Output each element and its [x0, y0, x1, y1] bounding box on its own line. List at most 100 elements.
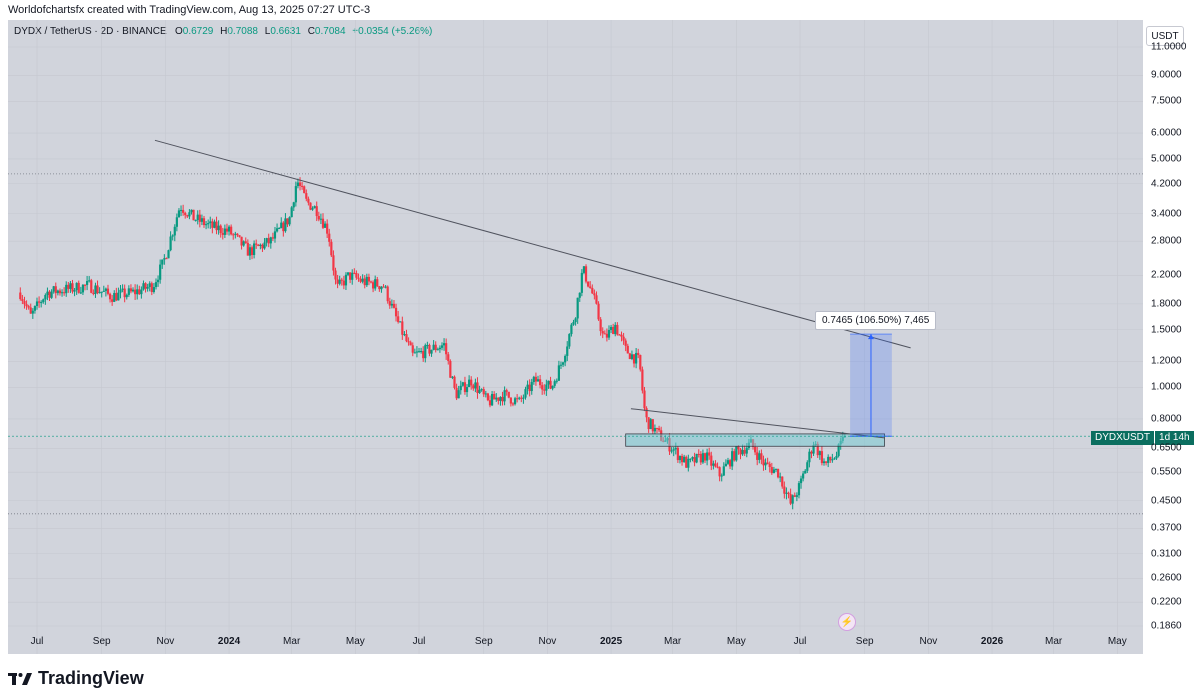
candle-body — [104, 288, 107, 291]
candle-body — [388, 301, 391, 306]
candle-body — [186, 215, 189, 217]
currency-button[interactable]: USDT — [1146, 26, 1184, 46]
candle-body — [96, 285, 99, 293]
candle-body — [351, 272, 354, 280]
candle-body — [46, 291, 49, 296]
candle-body — [783, 486, 786, 494]
candle-body — [196, 214, 199, 221]
candle-body — [384, 286, 387, 288]
time-tick-label: Nov — [538, 636, 557, 647]
candle-body — [768, 463, 771, 468]
candle-body — [793, 495, 796, 497]
price-tick-label: 1.8000 — [1151, 298, 1182, 310]
price-tick-label: 3.4000 — [1151, 208, 1182, 220]
candle-body — [148, 283, 151, 288]
tradingview-brand[interactable]: TradingView — [8, 668, 144, 689]
candle-body — [60, 292, 64, 294]
candle-body — [209, 221, 212, 224]
candle-body — [557, 365, 560, 381]
price-tick-label: 0.5500 — [1151, 466, 1182, 478]
candle-body — [257, 244, 260, 246]
candle-body — [326, 223, 329, 234]
candle-body — [614, 324, 617, 335]
candle-body — [69, 283, 72, 289]
long-trendline — [154, 139, 911, 349]
candle-body — [317, 216, 320, 220]
candle-body — [812, 445, 815, 454]
candle-body — [392, 303, 396, 308]
candle-body — [745, 448, 748, 454]
candle-body — [785, 492, 788, 494]
candle-body — [79, 292, 82, 294]
candle-body — [380, 286, 383, 290]
candle-body — [676, 447, 679, 461]
candle-body — [532, 376, 535, 383]
candle-body — [88, 280, 91, 282]
candle-body — [321, 218, 325, 228]
candle-body — [674, 447, 677, 450]
candle-body — [576, 297, 579, 319]
candle-body — [215, 221, 218, 231]
candle-body — [461, 382, 464, 386]
candle-body — [344, 274, 348, 286]
candle-body — [40, 302, 43, 304]
lightning-icon[interactable]: ⚡ — [838, 613, 856, 631]
price-axis[interactable] — [1143, 20, 1200, 654]
candle-body — [127, 288, 130, 295]
candle-body — [472, 385, 475, 389]
candle-body — [290, 207, 293, 218]
candle-body — [687, 458, 690, 468]
candle-body — [21, 299, 24, 302]
candle-body — [202, 218, 206, 226]
candle-body — [764, 462, 767, 466]
candle-body — [171, 235, 174, 237]
candle-body — [131, 289, 135, 292]
candle-body — [296, 182, 300, 187]
candle-body — [762, 459, 765, 466]
candle-body — [572, 322, 575, 325]
candle-body — [29, 307, 32, 314]
candle-body — [833, 458, 836, 460]
time-tick-label: Mar — [664, 636, 682, 647]
candle-body — [726, 460, 730, 464]
price-tick-label: 0.6500 — [1151, 442, 1182, 454]
candle-body — [242, 241, 245, 246]
candle-body — [25, 304, 28, 307]
candle-body — [313, 206, 316, 209]
candle-body — [125, 294, 128, 298]
candle-body — [278, 228, 281, 230]
chart-pane[interactable] — [8, 20, 1143, 654]
candle-body — [499, 396, 502, 401]
candle-body — [52, 286, 55, 292]
candle-body — [213, 221, 216, 228]
candle-body — [198, 214, 201, 222]
candle-body — [156, 279, 160, 283]
candle-body — [818, 451, 821, 456]
candle-body — [685, 456, 688, 468]
candle-body — [480, 389, 483, 391]
candle-body — [154, 282, 158, 288]
candle-body — [357, 277, 360, 279]
candle-body — [382, 286, 385, 288]
candle-body — [376, 279, 379, 287]
candle-body — [48, 291, 51, 298]
candle-body — [184, 212, 187, 216]
candle-body — [536, 379, 540, 382]
chart-caption: Worldofchartsfx created with TradingView… — [8, 4, 371, 16]
candle-body — [332, 255, 335, 271]
candle-body — [597, 303, 600, 320]
price-tick-label: 1.0000 — [1151, 381, 1182, 393]
candle-body — [225, 228, 229, 232]
candle-body — [735, 446, 738, 461]
candle-body — [438, 347, 441, 350]
symbol-name[interactable]: DYDX / TetherUS · 2D · BINANCE — [14, 26, 167, 37]
candle-body — [724, 463, 727, 467]
candle-body — [549, 380, 552, 389]
candle-body — [315, 206, 318, 217]
candle-body — [298, 182, 302, 186]
candle-body — [442, 343, 446, 346]
candle-body — [336, 279, 339, 284]
candle-body — [371, 282, 375, 289]
candle-body — [463, 382, 467, 393]
candle-body — [430, 349, 433, 354]
